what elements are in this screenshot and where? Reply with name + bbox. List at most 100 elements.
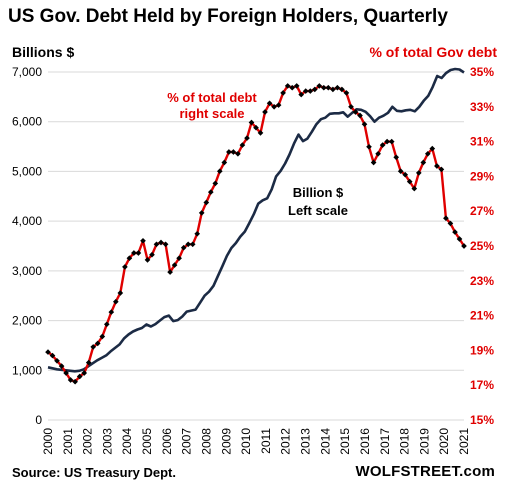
- source-note: Source: US Treasury Dept.: [12, 465, 176, 480]
- pct-point: [266, 100, 273, 107]
- right-tick-label: 27%: [470, 204, 494, 218]
- pct-point: [194, 230, 201, 237]
- right-tick-label: 35%: [470, 65, 494, 79]
- x-tick-label: 2020: [437, 428, 451, 455]
- pct-point: [447, 220, 454, 227]
- x-tick-label: 2002: [81, 428, 95, 455]
- x-tick-label: 2014: [318, 428, 332, 455]
- pct-point: [411, 185, 418, 192]
- pct-annotation-line2: right scale: [179, 106, 244, 121]
- right-tick-label: 31%: [470, 135, 494, 149]
- pct-point: [406, 178, 413, 185]
- pct-point: [108, 309, 115, 315]
- brand-logo-text: WOLFSTREET.com: [355, 463, 495, 480]
- left-tick-label: 7,000: [12, 65, 42, 79]
- pct-point: [438, 166, 445, 173]
- pct-point: [307, 88, 314, 94]
- pct-point: [203, 199, 210, 206]
- pct-point: [262, 109, 268, 115]
- pct-point: [176, 255, 182, 262]
- pct-point: [76, 373, 83, 380]
- pct-point: [379, 142, 386, 148]
- pct-point: [226, 149, 232, 155]
- pct-point: [112, 298, 119, 305]
- right-axis-ticks: 15% 17% 19% 21% 23% 25% 27% 29% 31% 33% 35%: [470, 65, 494, 427]
- pct-point: [334, 84, 341, 91]
- x-tick-label: 2007: [180, 428, 194, 455]
- chart-title: US Gov. Debt Held by Foreign Holders, Qu…: [8, 6, 448, 27]
- pct-point: [149, 251, 155, 258]
- pct-point: [239, 142, 246, 148]
- pct-point: [162, 241, 169, 248]
- right-tick-label: 25%: [470, 239, 494, 253]
- x-tick-label: 2008: [199, 428, 213, 455]
- x-tick-label: 2010: [239, 428, 253, 455]
- pct-annotation-line1: % of total debt: [167, 90, 257, 105]
- pct-point: [434, 163, 440, 169]
- pct-point: [230, 149, 237, 155]
- pct-point: [456, 236, 463, 242]
- x-tick-label: 2018: [398, 428, 412, 455]
- pct-point: [420, 159, 427, 166]
- billions-series-line: [47, 67, 465, 373]
- grid-lines: [48, 71, 464, 421]
- x-tick-label: 2000: [41, 428, 55, 455]
- pct-point: [99, 333, 106, 340]
- pct-point: [330, 86, 336, 93]
- right-tick-label: 19%: [470, 343, 494, 357]
- x-tick-label: 2015: [338, 428, 352, 455]
- left-tick-label: 3,000: [12, 264, 42, 278]
- pct-point: [375, 150, 381, 157]
- pct-point: [63, 370, 69, 376]
- pct-point: [366, 143, 372, 150]
- billion-annotation-line1: Billion $: [293, 185, 344, 200]
- right-axis-unit: % of total Gov debt: [369, 44, 497, 60]
- pct-point: [257, 130, 264, 136]
- x-tick-label: 2011: [259, 428, 273, 454]
- pct-point: [153, 241, 160, 248]
- x-tick-label: 2017: [378, 428, 392, 455]
- x-axis-ticks: 2000 2001 2002 2003 2004 2005 2006 2007 2008 2009…: [41, 428, 471, 455]
- x-tick-label: 2009: [219, 428, 233, 455]
- x-tick-label: 2004: [120, 428, 134, 455]
- pct-point: [393, 154, 400, 161]
- pct-point: [171, 262, 178, 268]
- billion-annotation-line2: Left scale: [288, 203, 348, 218]
- pct-point: [235, 150, 241, 157]
- pct-point: [311, 86, 318, 93]
- pct-point: [320, 84, 327, 91]
- pct-point: [348, 103, 354, 110]
- pct-point: [352, 109, 359, 115]
- pct-point: [429, 145, 436, 152]
- pct-point: [135, 250, 142, 256]
- pct-point: [397, 168, 404, 175]
- series-layer: [45, 67, 467, 385]
- left-tick-label: 5,000: [12, 164, 42, 178]
- pct-point: [384, 138, 390, 145]
- pct-point: [122, 264, 128, 270]
- pct-point: [144, 257, 151, 263]
- pct-point: [189, 241, 196, 248]
- pct-point: [253, 124, 259, 131]
- pct-point: [361, 121, 368, 128]
- x-tick-label: 2013: [299, 428, 313, 455]
- left-axis-ticks: 0 1,000 2,000 3,000 4,000 5,000 6,000 7,000: [12, 65, 42, 427]
- pct-point: [415, 170, 422, 176]
- left-tick-label: 1,000: [12, 363, 42, 377]
- pct-point: [90, 344, 97, 350]
- pct-point: [452, 229, 458, 235]
- pct-point: [117, 290, 124, 296]
- x-tick-label: 2012: [279, 428, 293, 455]
- pct-point: [212, 180, 219, 187]
- pct-point: [289, 84, 296, 91]
- pct-point: [325, 84, 332, 91]
- pct-point: [271, 103, 277, 110]
- x-tick-label: 2021: [457, 428, 471, 455]
- right-tick-label: 21%: [470, 309, 494, 323]
- pct-point: [94, 340, 101, 347]
- x-tick-label: 2019: [417, 428, 431, 455]
- pct-point: [81, 370, 88, 376]
- pct-point: [180, 244, 187, 251]
- x-tick-label: 2005: [140, 428, 154, 455]
